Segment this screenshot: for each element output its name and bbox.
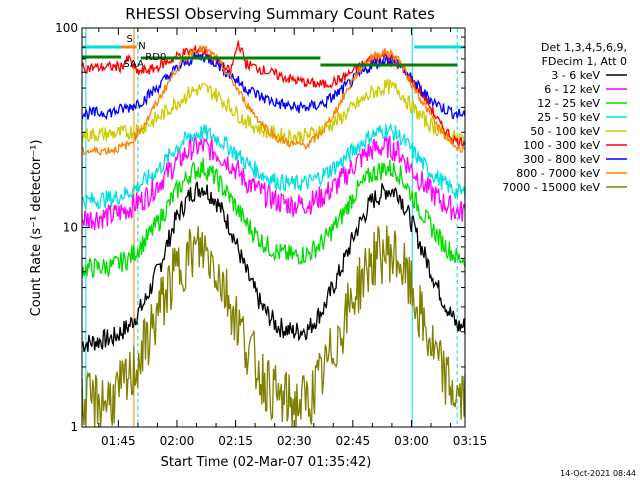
x-tick-label: 03:15	[453, 434, 488, 448]
series-25-50-kev-line	[81, 122, 466, 210]
legend-header-line-1: Det 1,3,4,5,6,9,	[541, 41, 627, 54]
chart-title: RHESSI Observing Summary Count Rates	[125, 5, 435, 23]
series-6-12-kev-line	[81, 135, 466, 230]
legend-entry-label: 12 - 25 keV	[537, 97, 600, 110]
x-tick-label: 02:15	[218, 434, 253, 448]
legend-entry-label: 7000 - 15000 keV	[502, 181, 600, 194]
flag-label-n: N	[138, 41, 145, 52]
y-tick-label: 100	[55, 21, 78, 35]
x-tick-label: 02:45	[336, 434, 371, 448]
series-layer	[81, 40, 466, 428]
x-tick-label: 02:30	[277, 434, 312, 448]
y-tick-label: 1	[70, 420, 78, 434]
series-7000-15000-kev-line	[81, 224, 466, 428]
legend-header-line-2: FDecim 1, Att 0	[542, 55, 627, 68]
legend-entry-label: 25 - 50 keV	[537, 111, 600, 124]
legend-entry-label: 6 - 12 keV	[544, 83, 600, 96]
series-12-25-kev-line	[81, 158, 466, 279]
legend-entry-label: 300 - 800 keV	[523, 153, 600, 166]
y-tick-label: 10	[63, 221, 78, 235]
series-50-100-kev-line	[81, 78, 466, 146]
axis-ticks: 01:45 02:00 02:15 02:30 02:45 03:00 03:15 1 10 10…	[55, 21, 487, 448]
flag-label-saa: SAA	[123, 59, 144, 70]
x-axis-label: Start Time (02-Mar-07 01:35:42)	[161, 455, 372, 470]
event-markers	[85, 28, 458, 427]
legend-entry-label: 50 - 100 keV	[530, 125, 600, 138]
legend-entry-label: 3 - 6 keV	[551, 69, 600, 82]
series-3-6-kev-line	[81, 181, 466, 352]
y-axis-label: Count Rate (s⁻¹ detector⁻¹)	[29, 140, 44, 317]
x-tick-label: 02:00	[160, 434, 195, 448]
legend-entry-label: 800 - 7000 keV	[516, 167, 600, 180]
legend-entry-label: 100 - 300 keV	[523, 139, 600, 152]
flag-label-rd0: RD0	[145, 52, 166, 63]
legend: Det 1,3,4,5,6,9, FDecim 1, Att 0 3 - 6 k…	[502, 41, 627, 194]
x-tick-label: 03:00	[394, 434, 429, 448]
flag-label-s: S	[127, 34, 133, 45]
x-tick-label: 01:45	[101, 434, 136, 448]
generation-timestamp: 14-Oct-2021 08:44	[560, 469, 636, 478]
